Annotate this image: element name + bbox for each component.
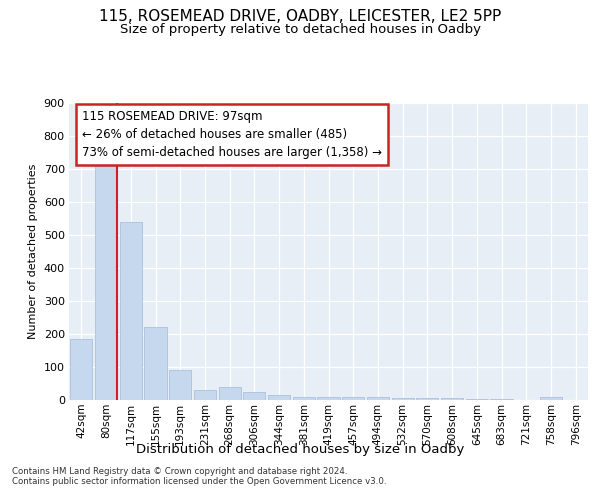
Text: 115 ROSEMEAD DRIVE: 97sqm
← 26% of detached houses are smaller (485)
73% of semi: 115 ROSEMEAD DRIVE: 97sqm ← 26% of detac… [82,110,382,159]
Bar [540,396,562,400]
Bar [367,398,389,400]
Text: Contains public sector information licensed under the Open Government Licence v3: Contains public sector information licen… [12,477,386,486]
Bar [169,370,191,400]
Bar [416,398,439,400]
Bar [70,339,92,400]
Text: Distribution of detached houses by size in Oadby: Distribution of detached houses by size … [136,442,464,456]
Bar [268,395,290,400]
Text: 115, ROSEMEAD DRIVE, OADBY, LEICESTER, LE2 5PP: 115, ROSEMEAD DRIVE, OADBY, LEICESTER, L… [99,9,501,24]
Text: Contains HM Land Registry data © Crown copyright and database right 2024.: Contains HM Land Registry data © Crown c… [12,467,347,476]
Bar [466,399,488,400]
Bar [145,326,167,400]
Bar [293,396,315,400]
Bar [441,398,463,400]
Bar [194,390,216,400]
Bar [392,398,414,400]
Text: Size of property relative to detached houses in Oadby: Size of property relative to detached ho… [119,22,481,36]
Bar [95,166,117,400]
Bar [317,398,340,400]
Bar [342,396,364,400]
Bar [218,387,241,400]
Bar [119,222,142,400]
Bar [243,392,265,400]
Y-axis label: Number of detached properties: Number of detached properties [28,164,38,339]
